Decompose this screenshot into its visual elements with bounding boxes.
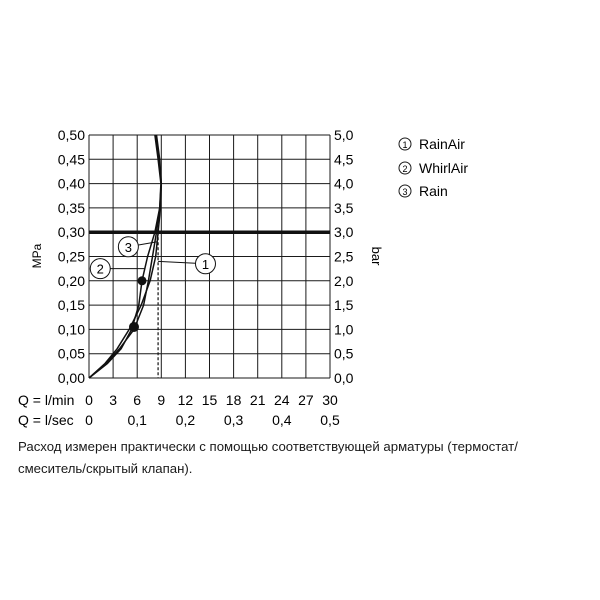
y-tick-label-mpa: 0,35 xyxy=(58,200,85,216)
callout-circle-rain xyxy=(117,236,139,258)
legend-marker-2 xyxy=(398,161,412,175)
x-tick-label-lmin: 27 xyxy=(298,392,314,408)
series-line-rain xyxy=(88,134,162,379)
axis-labels: MPa bar Q = l/min Q = l/sec xyxy=(18,243,384,428)
y-tick-label-mpa: 0,00 xyxy=(58,370,85,386)
legend-marker-1 xyxy=(398,137,412,151)
data-point-dot xyxy=(137,276,147,286)
y-axis-label-mpa: MPa xyxy=(30,243,44,268)
x-tick-label-lsec: 0,1 xyxy=(127,412,147,428)
y-tick-label-mpa: 0,20 xyxy=(58,273,85,289)
reference-layer xyxy=(89,230,330,378)
x-tick-label-lsec: 0,4 xyxy=(272,412,292,428)
y-tick-label-mpa: 0,45 xyxy=(58,151,85,167)
note-line-2: смеситель/скрытый клапан). xyxy=(18,461,193,476)
series-layer: 1 2 3 xyxy=(88,134,216,379)
data-point-dot xyxy=(128,321,139,332)
y-tick-label-bar: 1,0 xyxy=(334,321,354,337)
x-tick-label-lmin: 6 xyxy=(133,392,141,408)
x-tick-label-lmin: 12 xyxy=(178,392,194,408)
measurement-note: Расход измерен практически с помощью соо… xyxy=(18,436,584,480)
y-tick-label-bar: 0,5 xyxy=(334,346,354,362)
tick-labels: 0,000,050,100,150,200,250,300,350,400,45… xyxy=(58,127,354,428)
legend-marker-3 xyxy=(398,184,412,198)
y-tick-label-mpa: 0,25 xyxy=(58,249,85,265)
callout-label-rain: 3 xyxy=(125,240,132,255)
y-tick-label-bar: 3,0 xyxy=(334,224,354,240)
y-tick-label-mpa: 0,30 xyxy=(58,224,85,240)
y-tick-label-mpa: 0,10 xyxy=(58,321,85,337)
legend-marker-2-number: 2 xyxy=(402,164,407,174)
y-tick-label-bar: 1,5 xyxy=(334,297,354,313)
callout-label-rainair: 1 xyxy=(202,257,209,272)
x-tick-label-lmin: 9 xyxy=(157,392,165,408)
x-tick-label-lmin: 0 xyxy=(85,392,93,408)
y-tick-label-bar: 5,0 xyxy=(334,127,354,143)
y-tick-label-bar: 2,0 xyxy=(334,273,354,289)
callout-label-whirlair: 2 xyxy=(97,262,104,277)
x-tick-label-lsec: 0,5 xyxy=(320,412,340,428)
legend-label-rain: Rain xyxy=(419,183,448,199)
legend-item-whirlair: 2 WhirlAir xyxy=(398,160,468,176)
x-tick-label-lmin: 18 xyxy=(226,392,242,408)
callout-circle-whirlair xyxy=(89,258,111,280)
legend-label-whirlair: WhirlAir xyxy=(419,160,468,176)
x-tick-label-lmin: 21 xyxy=(250,392,266,408)
x-axis-label-lmin: Q = l/min xyxy=(18,392,74,408)
y-tick-label-mpa: 0,40 xyxy=(58,176,85,192)
y-tick-label-bar: 2,5 xyxy=(334,249,354,265)
y-tick-label-bar: 0,0 xyxy=(334,370,354,386)
y-tick-label-mpa: 0,15 xyxy=(58,297,85,313)
legend-marker-3-number: 3 xyxy=(402,187,407,197)
legend-marker-1-number: 1 xyxy=(402,140,407,150)
legend: 1 RainAir 2 WhirlAir 3 Rain xyxy=(398,136,468,199)
legend-item-rain: 3 Rain xyxy=(398,183,448,199)
legend-label-rainair: RainAir xyxy=(419,136,465,152)
x-tick-label-lmin: 30 xyxy=(322,392,338,408)
y-tick-label-bar: 3,5 xyxy=(334,200,354,216)
callout-circle-rainair xyxy=(194,253,216,275)
y-axis-label-bar: bar xyxy=(369,247,384,266)
x-tick-label-lsec: 0,2 xyxy=(176,412,196,428)
x-tick-label-lmin: 3 xyxy=(109,392,117,408)
x-tick-label-lsec: 0 xyxy=(85,412,93,428)
x-tick-label-lmin: 24 xyxy=(274,392,290,408)
note-line-1: Расход измерен практически с помощью соо… xyxy=(18,439,518,454)
y-tick-label-mpa: 0,05 xyxy=(58,346,85,362)
legend-item-rainair: 1 RainAir xyxy=(398,136,465,152)
x-tick-label-lsec: 0,3 xyxy=(224,412,244,428)
x-tick-label-lmin: 15 xyxy=(202,392,218,408)
y-tick-label-bar: 4,0 xyxy=(334,176,354,192)
x-axis-label-lsec: Q = l/sec xyxy=(18,412,74,428)
y-tick-label-bar: 4,5 xyxy=(334,151,354,167)
y-tick-label-mpa: 0,50 xyxy=(58,127,85,143)
